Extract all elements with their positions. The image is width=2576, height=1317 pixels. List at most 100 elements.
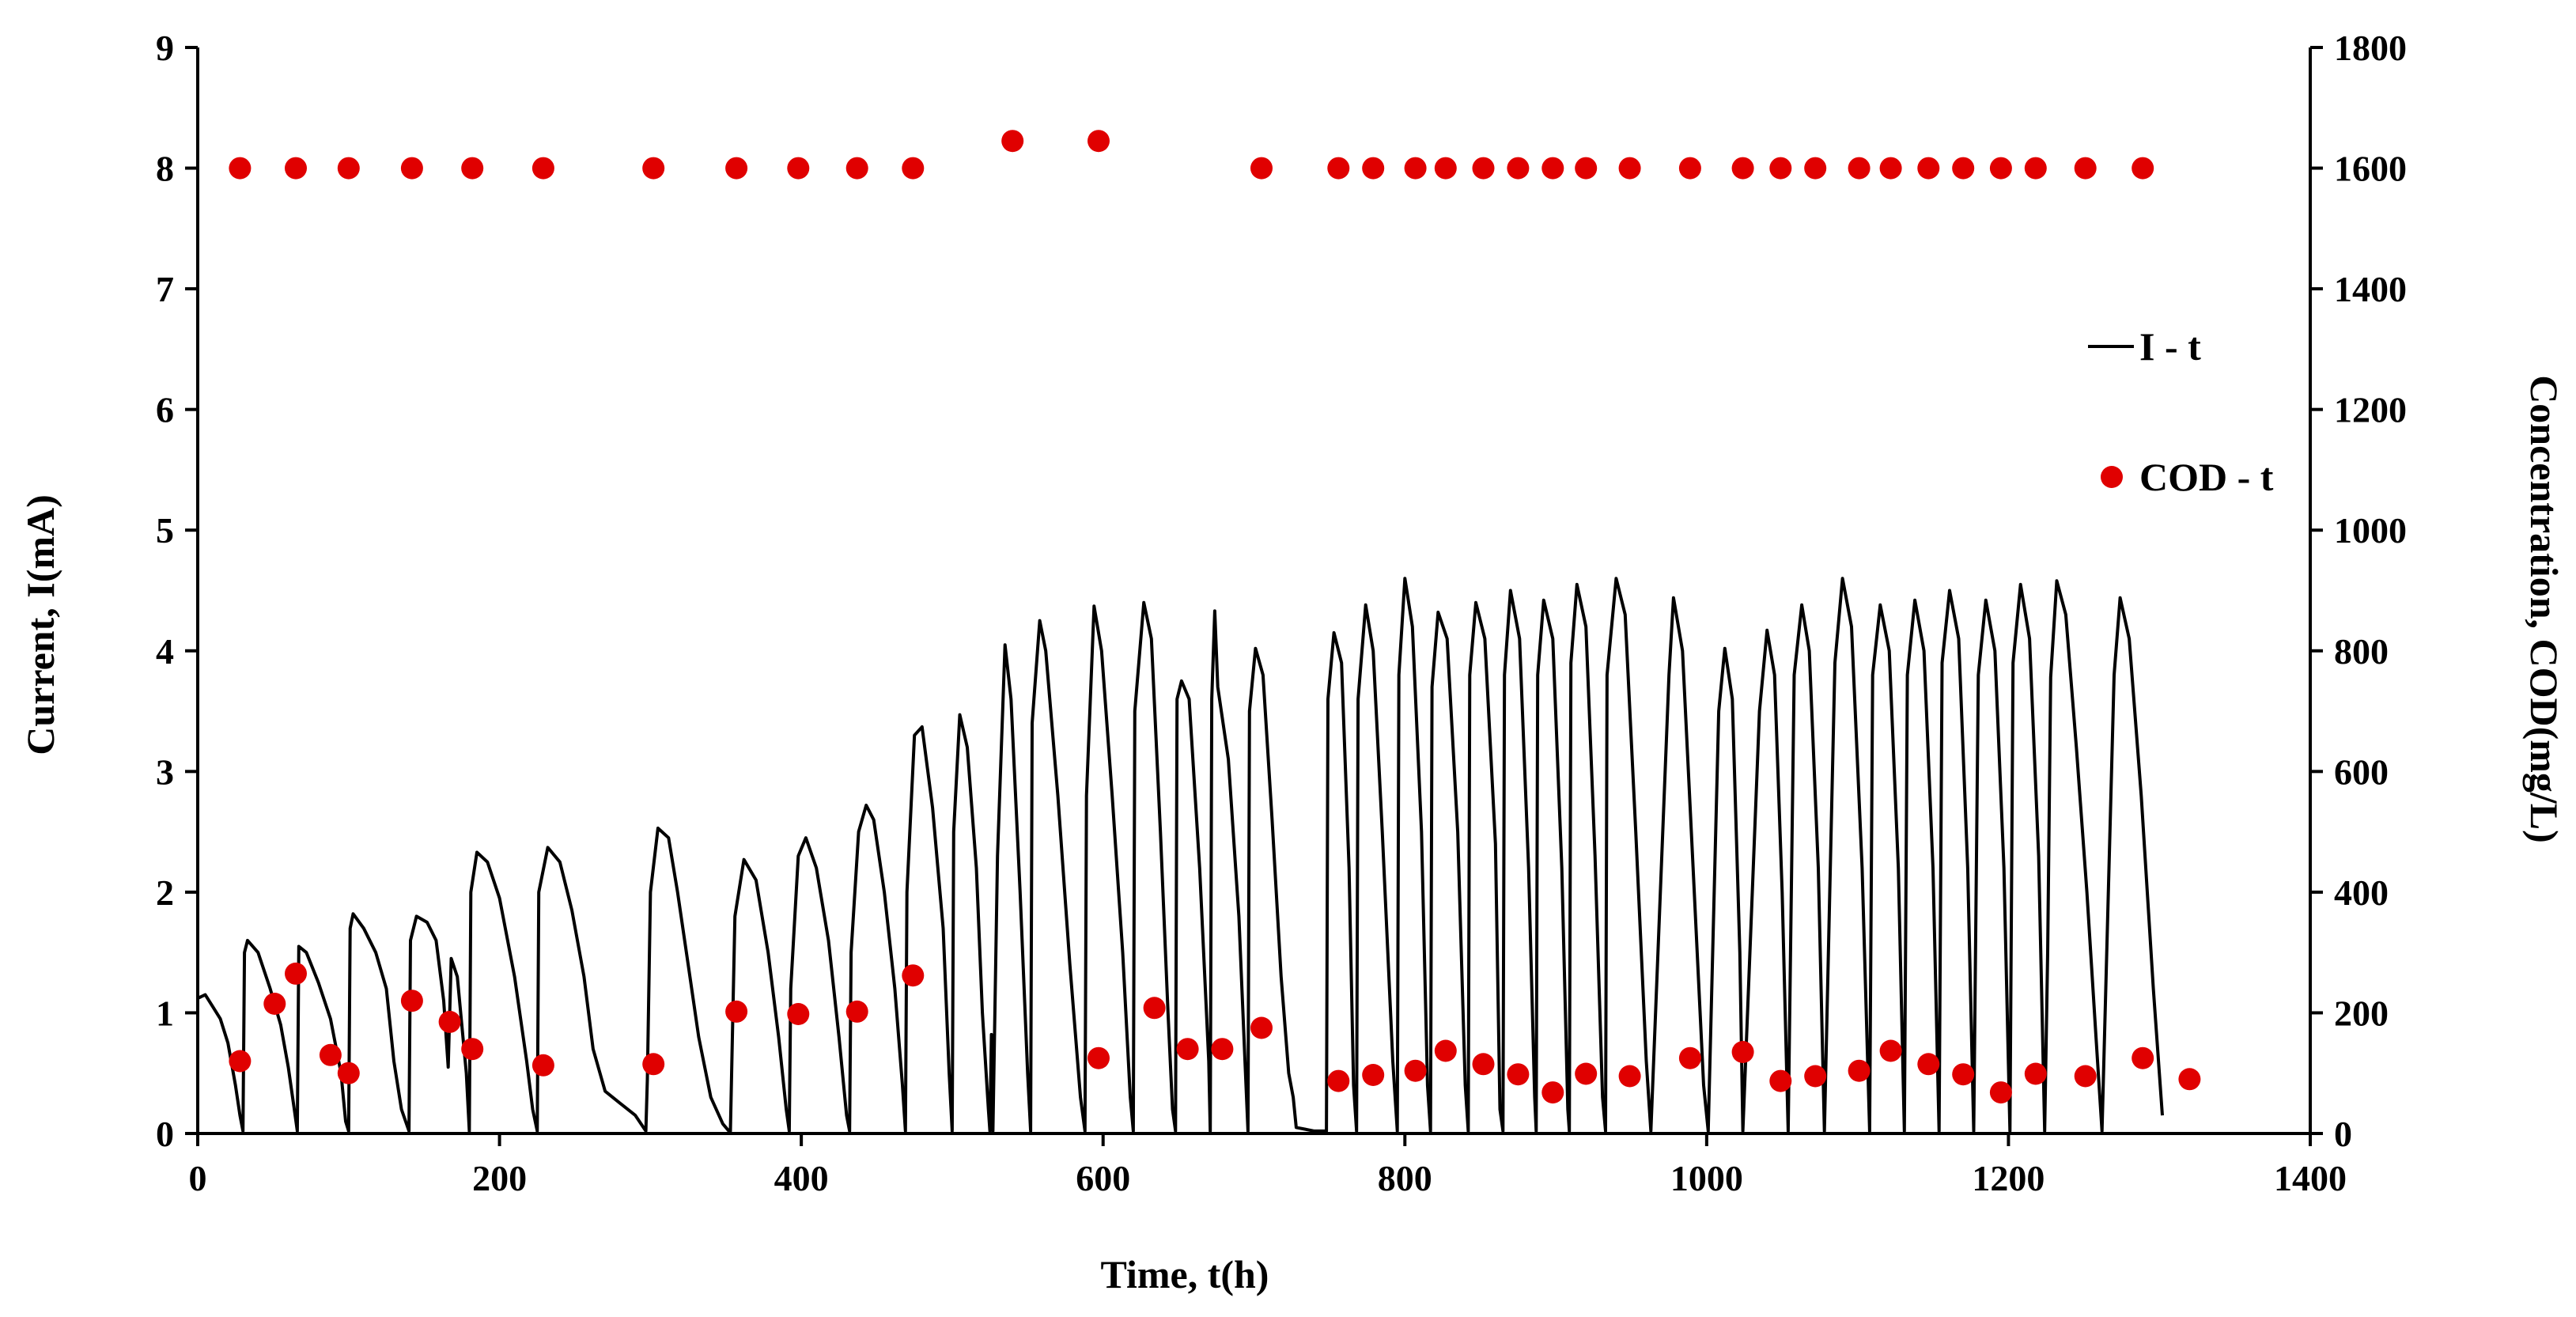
y-left-tick-label: 2 — [156, 872, 174, 913]
cod-data-point — [1618, 1065, 1641, 1088]
cod-data-point — [1507, 1063, 1530, 1086]
cod-data-point — [1731, 157, 1754, 180]
cod-data-point — [531, 1054, 554, 1077]
y-left-tick-label: 7 — [156, 269, 174, 309]
cod-data-point — [1989, 157, 2012, 180]
y-left-tick-label: 0 — [156, 1114, 174, 1154]
cod-data-point — [1804, 1065, 1827, 1088]
y-right-tick-label: 1800 — [2334, 28, 2407, 68]
x-tick-label: 0 — [189, 1158, 207, 1198]
cod-data-point — [1472, 157, 1495, 180]
x-tick-label: 600 — [1076, 1158, 1130, 1198]
legend-circle-symbol — [2101, 466, 2123, 488]
cod-data-point — [1575, 157, 1598, 180]
cod-data-point — [337, 157, 360, 180]
cod-data-point — [1327, 1069, 1350, 1092]
legend-label-cod-t: COD - t — [2139, 455, 2274, 499]
cod-data-point — [2074, 157, 2097, 180]
cod-data-point — [461, 157, 484, 180]
y-right-tick-label: 600 — [2334, 751, 2389, 792]
cod-data-point — [787, 157, 810, 180]
cod-data-point — [1001, 130, 1024, 153]
x-axis-title: Time, t(h) — [1101, 1252, 1269, 1296]
y-left-tick-label: 8 — [156, 149, 174, 189]
y-left-tick-label: 6 — [156, 390, 174, 430]
cod-data-point — [2178, 1068, 2201, 1091]
cod-data-point — [400, 157, 423, 180]
cod-data-point — [902, 964, 925, 987]
cod-data-point — [337, 1062, 360, 1084]
cod-data-point — [1362, 1064, 1385, 1086]
cod-data-point — [1088, 1046, 1110, 1069]
cod-data-point — [461, 1038, 484, 1061]
cod-data-point — [263, 993, 286, 1015]
cod-data-point — [1434, 1039, 1457, 1062]
cod-data-point — [1088, 130, 1110, 153]
cod-data-point — [1804, 157, 1827, 180]
cod-data-point — [1769, 157, 1792, 180]
y-right-tick-label: 400 — [2334, 872, 2389, 913]
cod-data-point — [725, 1000, 748, 1023]
cod-data-point — [2024, 1062, 2047, 1085]
y-left-tick-label: 3 — [156, 751, 174, 792]
cod-data-point — [2074, 1065, 2097, 1088]
cod-data-point — [1404, 157, 1427, 180]
legend: I - t COD - t — [2088, 324, 2274, 499]
cod-data-point — [229, 157, 252, 180]
cod-data-point — [845, 1000, 868, 1023]
axes — [196, 47, 2312, 1135]
cod-data-point — [1848, 157, 1871, 180]
y-right-tick-label: 1000 — [2334, 510, 2407, 551]
cod-data-point — [1848, 1059, 1871, 1082]
cod-data-point — [1952, 157, 1975, 180]
current-series-line — [197, 577, 2164, 1133]
cod-data-point — [1404, 1059, 1427, 1082]
x-tick-label: 1000 — [1670, 1158, 1743, 1198]
cod-data-point — [1769, 1069, 1792, 1092]
cod-data-point — [845, 157, 868, 180]
y-right-tick-label: 1200 — [2334, 390, 2407, 430]
cod-data-point — [319, 1043, 342, 1066]
cod-data-point — [229, 1050, 252, 1073]
cod-data-point — [1678, 157, 1701, 180]
x-tick-label: 800 — [1378, 1158, 1432, 1198]
cod-data-point — [1917, 1053, 1940, 1076]
cod-data-point — [1541, 1081, 1564, 1104]
cod-data-point — [285, 157, 307, 180]
y-left-axis-title: Current, I(mA) — [18, 494, 62, 755]
x-tick-label: 1400 — [2274, 1158, 2347, 1198]
y-left-tick-label: 5 — [156, 510, 174, 551]
cod-data-point — [1211, 1038, 1234, 1061]
cod-data-point — [531, 157, 554, 180]
y-right-axis-title: Concentration, COD(mg/L) — [2522, 375, 2567, 843]
plot-area — [197, 130, 2201, 1133]
cod-data-point — [285, 962, 307, 985]
cod-data-point — [725, 157, 748, 180]
cod-data-point — [2132, 157, 2154, 180]
x-tick-label: 400 — [774, 1158, 829, 1198]
cod-data-point — [1472, 1053, 1495, 1076]
y-right-tick-label: 200 — [2334, 993, 2389, 1033]
cod-data-point — [1434, 157, 1457, 180]
y-left-tick-label: 4 — [156, 631, 174, 672]
cod-data-point — [1250, 157, 1273, 180]
cod-data-point — [1879, 157, 1902, 180]
y-right-tick-label: 1600 — [2334, 149, 2407, 189]
cod-data-point — [642, 1053, 665, 1076]
cod-data-point — [1731, 1041, 1754, 1063]
y-left-tick-label: 9 — [156, 28, 174, 68]
cod-data-point — [2132, 1046, 2154, 1069]
cod-data-point — [787, 1003, 810, 1025]
x-tick-label: 1200 — [1972, 1158, 2045, 1198]
cod-data-point — [642, 157, 665, 180]
cod-data-point — [438, 1010, 461, 1033]
cod-data-point — [1575, 1062, 1598, 1085]
y-right-tick-label: 800 — [2334, 631, 2389, 672]
cod-data-point — [1989, 1081, 2012, 1104]
y-right-tick-label: 1400 — [2334, 269, 2407, 309]
cod-data-point — [1362, 157, 1385, 180]
cod-data-point — [1618, 157, 1641, 180]
cod-data-point — [2024, 157, 2047, 180]
cod-data-point — [1879, 1039, 1902, 1062]
